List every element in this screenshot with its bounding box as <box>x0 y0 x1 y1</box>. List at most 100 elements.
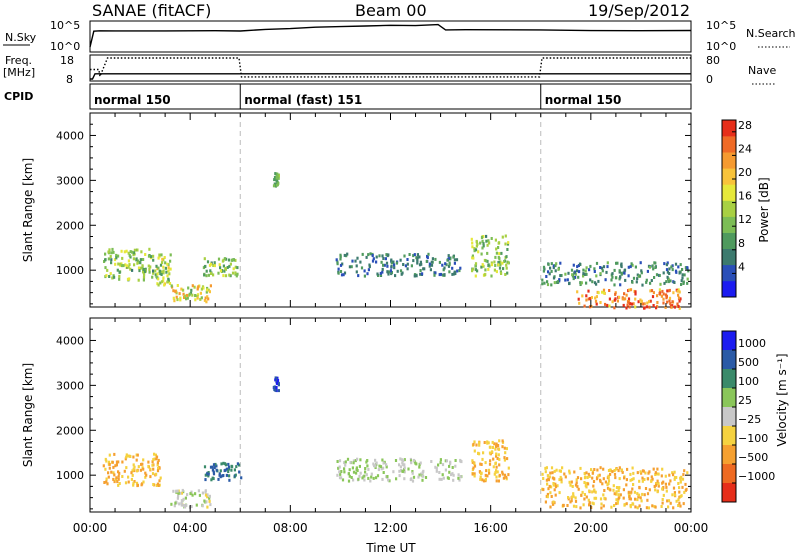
range-gate-cell <box>105 459 108 463</box>
range-gate-cell <box>482 479 486 483</box>
range-gate-cell <box>382 471 385 474</box>
range-gate-cell <box>547 270 550 274</box>
range-gate-cell <box>671 264 674 268</box>
power-scatter-cells <box>103 172 690 310</box>
noise-left-tick-top: 10^5 <box>50 19 80 32</box>
range-gate-cell <box>593 267 596 271</box>
range-gate-cell <box>559 261 562 265</box>
range-gate-cell <box>411 479 415 483</box>
range-gate-cell <box>585 298 588 302</box>
range-gate-cell <box>501 445 504 449</box>
range-gate-cell <box>385 465 388 469</box>
range-gate-cell <box>570 268 574 272</box>
range-gate-cell <box>419 260 422 264</box>
range-gate-cell <box>549 266 552 270</box>
range-gate-cell <box>542 477 545 480</box>
range-gate-cell <box>625 306 628 310</box>
range-gate-cell <box>498 439 501 443</box>
range-gate-cell <box>235 465 238 469</box>
range-gate-cell <box>162 276 165 280</box>
range-gate-cell <box>343 470 346 474</box>
range-gate-cell <box>615 490 618 494</box>
range-gate-cell <box>136 453 139 457</box>
range-gate-cell <box>634 505 637 509</box>
range-gate-cell <box>114 464 117 468</box>
range-gate-cell <box>160 270 164 274</box>
range-gate-cell <box>643 493 646 497</box>
range-gate-cell <box>578 301 581 305</box>
range-gate-cell <box>577 275 580 279</box>
range-gate-cell <box>649 289 652 293</box>
range-gate-cell <box>587 297 590 301</box>
range-gate-cell <box>406 267 409 271</box>
range-gate-cell <box>159 272 162 276</box>
range-gate-cell <box>559 475 562 479</box>
range-gate-cell <box>546 283 550 287</box>
range-gate-cell <box>142 278 145 282</box>
range-gate-cell <box>196 293 200 297</box>
range-gate-cell <box>480 236 484 240</box>
range-gate-cell <box>679 478 682 482</box>
range-gate-cell <box>204 473 207 477</box>
range-gate-cell <box>178 502 181 506</box>
range-gate-cell <box>607 479 611 483</box>
range-gate-cell <box>590 468 593 472</box>
range-gate-cell <box>180 501 183 505</box>
range-gate-cell <box>478 470 481 474</box>
range-gate-cell <box>164 261 167 265</box>
range-gate-cell <box>231 465 234 469</box>
range-gate-cell <box>636 498 639 502</box>
range-gate-cell <box>419 272 422 276</box>
range-gate-cell <box>615 502 618 506</box>
range-gate-cell <box>177 494 180 498</box>
range-gate-cell <box>584 273 587 276</box>
range-gate-cell <box>149 255 153 259</box>
range-gate-cell <box>504 273 507 276</box>
range-gate-cell <box>143 272 146 276</box>
range-gate-cell <box>616 261 619 265</box>
range-gate-cell <box>441 463 445 467</box>
range-gate-cell <box>371 259 375 263</box>
range-gate-cell <box>128 454 131 458</box>
range-gate-cell <box>108 462 111 466</box>
range-gate-cell <box>356 457 359 461</box>
range-gate-cell <box>336 260 339 264</box>
range-gate-cell <box>563 472 566 476</box>
range-gate-cell <box>654 483 658 487</box>
range-gate-cell <box>572 504 576 508</box>
range-gate-cell <box>125 455 128 459</box>
y-tick-label: 4000 <box>56 334 84 347</box>
colorbar-swatch <box>722 426 736 446</box>
range-gate-cell <box>224 462 227 466</box>
range-gate-cell <box>145 473 148 477</box>
range-gate-cell <box>162 265 165 269</box>
range-gate-cell <box>615 498 618 502</box>
range-gate-cell <box>668 296 672 300</box>
range-gate-cell <box>137 278 140 282</box>
range-gate-cell <box>672 486 676 490</box>
range-gate-cell <box>611 300 614 304</box>
range-gate-cell <box>553 469 556 473</box>
range-gate-cell <box>347 479 351 483</box>
range-gate-cell <box>622 303 625 307</box>
range-gate-cell <box>382 257 385 260</box>
range-gate-cell <box>142 480 145 484</box>
range-gate-cell <box>634 292 637 296</box>
range-gate-cell <box>490 450 494 454</box>
range-gate-cell <box>681 276 684 280</box>
range-gate-cell <box>205 274 208 278</box>
range-gate-cell <box>196 296 199 300</box>
range-gate-cell <box>662 480 665 484</box>
range-gate-cell <box>556 484 559 488</box>
range-gate-cell <box>111 276 114 280</box>
range-gate-cell <box>594 296 597 300</box>
range-gate-cell <box>671 304 674 308</box>
range-gate-cell <box>620 272 623 276</box>
range-gate-cell <box>564 272 567 276</box>
range-gate-cell <box>160 280 164 284</box>
range-gate-cell <box>638 493 641 497</box>
colorbar-swatch <box>722 184 736 201</box>
range-gate-cell <box>360 266 364 270</box>
y-tick-label: 3000 <box>56 379 84 392</box>
